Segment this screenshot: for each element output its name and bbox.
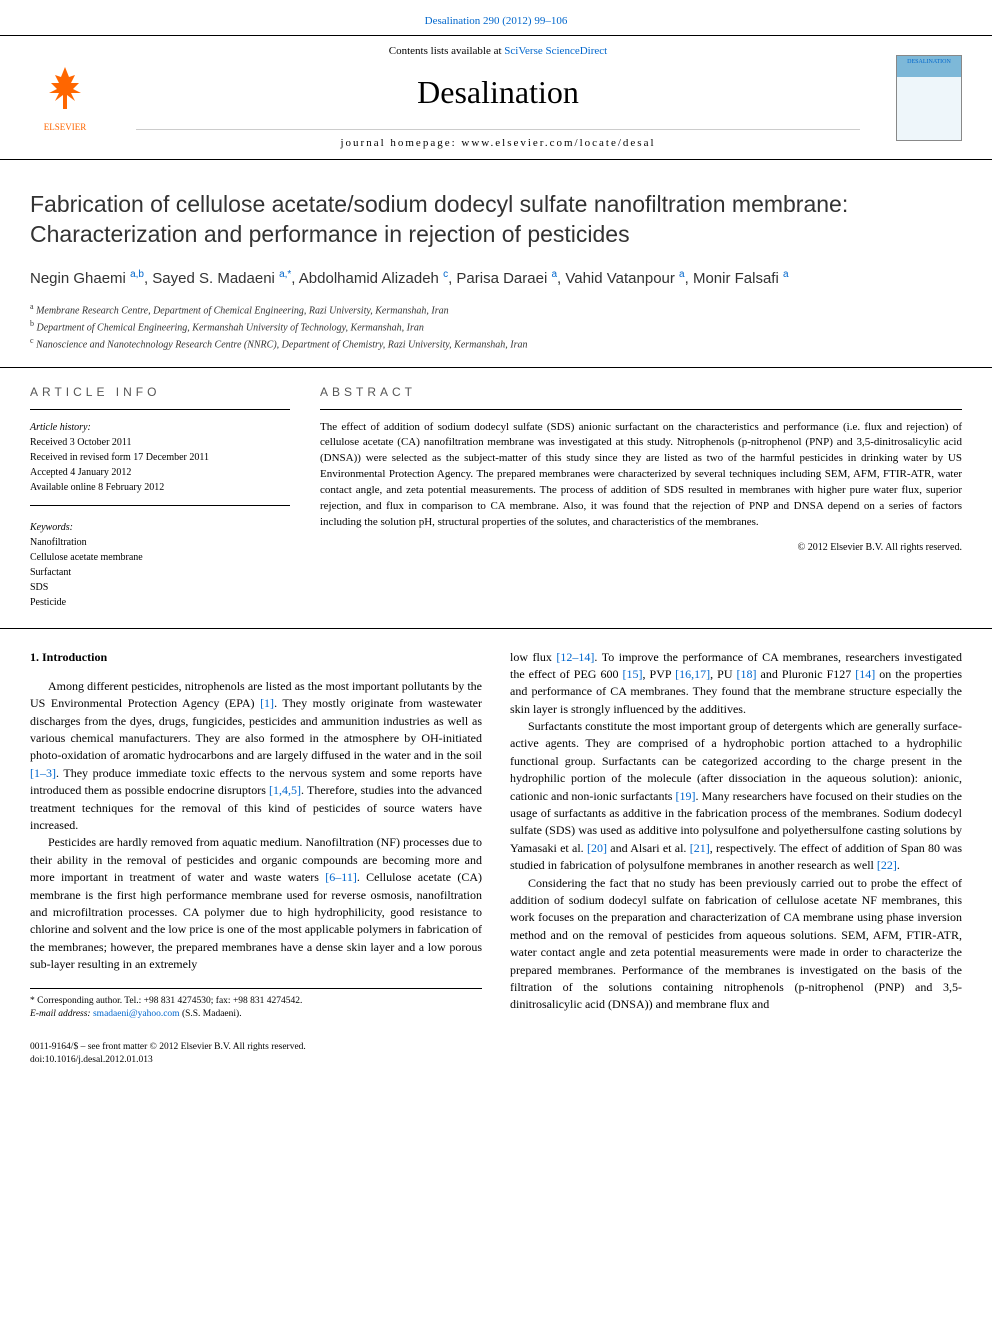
abstract-heading: ABSTRACT — [320, 384, 962, 410]
journal-cover: DESALINATION — [896, 55, 962, 141]
ref-link[interactable]: [1,4,5] — [269, 783, 301, 797]
section-heading: 1. Introduction — [30, 649, 482, 666]
ref-link[interactable]: [18] — [737, 667, 757, 681]
journal-name: Desalination — [116, 70, 880, 115]
ref-link[interactable]: [1–3] — [30, 766, 56, 780]
ref-link[interactable]: [6–11] — [325, 870, 357, 884]
authors: Negin Ghaemi a,b, Sayed S. Madaeni a,*, … — [30, 268, 962, 289]
footer-doi: doi:10.1016/j.desal.2012.01.013 — [30, 1054, 962, 1067]
ref-link[interactable]: [21] — [690, 841, 710, 855]
info-abstract-row: ARTICLE INFO Article history: Received 3… — [0, 368, 992, 629]
body-para: Considering the fact that no study has b… — [510, 875, 962, 1014]
header-citation: Desalination 290 (2012) 99–106 — [0, 0, 992, 35]
body-para: Among different pesticides, nitrophenols… — [30, 678, 482, 835]
keyword: Surfactant — [30, 565, 290, 580]
affiliation-b: b Department of Chemical Engineering, Ke… — [30, 318, 962, 335]
history-line: Received in revised form 17 December 201… — [30, 450, 290, 465]
keyword: SDS — [30, 580, 290, 595]
left-column: 1. Introduction Among different pesticid… — [30, 649, 482, 1022]
email-label: E-mail address: — [30, 1009, 91, 1019]
ref-link[interactable]: [14] — [855, 667, 875, 681]
keyword: Nanofiltration — [30, 535, 290, 550]
ref-link[interactable]: [1] — [260, 696, 274, 710]
ref-link[interactable]: [15] — [623, 667, 643, 681]
homepage-url: www.elsevier.com/locate/desal — [461, 137, 655, 149]
publisher-name: ELSEVIER — [44, 121, 87, 134]
elsevier-logo: ELSEVIER — [30, 58, 100, 138]
homepage-prefix: journal homepage: — [340, 137, 461, 149]
keyword: Cellulose acetate membrane — [30, 550, 290, 565]
footnote-block: * Corresponding author. Tel.: +98 831 42… — [30, 988, 482, 1022]
body-para: Pesticides are hardly removed from aquat… — [30, 834, 482, 973]
body-columns: 1. Introduction Among different pesticid… — [0, 629, 992, 1038]
ref-link[interactable]: [19] — [676, 789, 696, 803]
article-header: Fabrication of cellulose acetate/sodium … — [0, 160, 992, 368]
cover-title: DESALINATION — [907, 58, 951, 66]
affiliations: a Membrane Research Centre, Department o… — [30, 301, 962, 353]
elsevier-tree-icon — [41, 61, 89, 121]
sciencedirect-link[interactable]: SciVerse ScienceDirect — [504, 45, 607, 57]
abstract-text: The effect of addition of sodium dodecyl… — [320, 420, 962, 532]
info-heading: ARTICLE INFO — [30, 384, 290, 410]
footer-line1: 0011-9164/$ – see front matter © 2012 El… — [30, 1041, 962, 1054]
page-footer: 0011-9164/$ – see front matter © 2012 El… — [0, 1037, 992, 1088]
article-title: Fabrication of cellulose acetate/sodium … — [30, 190, 962, 250]
corresponding-email: E-mail address: smadaeni@yahoo.com (S.S.… — [30, 1008, 482, 1021]
email-name: (S.S. Madaeni). — [182, 1009, 242, 1019]
abstract-copyright: © 2012 Elsevier B.V. All rights reserved… — [320, 541, 962, 555]
body-para: low flux [12–14]. To improve the perform… — [510, 649, 962, 719]
keywords-block: Keywords: Nanofiltration Cellulose aceta… — [30, 520, 290, 610]
right-column: low flux [12–14]. To improve the perform… — [510, 649, 962, 1022]
history-line: Accepted 4 January 2012 — [30, 465, 290, 480]
history-block: Article history: Received 3 October 2011… — [30, 420, 290, 506]
header-bar: ELSEVIER Contents lists available at Sci… — [0, 35, 992, 160]
ref-link[interactable]: [16,17] — [675, 667, 710, 681]
abstract: ABSTRACT The effect of addition of sodiu… — [320, 368, 962, 628]
body-para: Surfactants constitute the most importan… — [510, 718, 962, 875]
contents-line: Contents lists available at SciVerse Sci… — [116, 44, 880, 59]
contents-prefix: Contents lists available at — [389, 45, 504, 57]
ref-link[interactable]: [22] — [877, 858, 897, 872]
ref-link[interactable]: [12–14] — [556, 650, 594, 664]
homepage-line: journal homepage: www.elsevier.com/locat… — [136, 129, 860, 151]
affiliation-a: a Membrane Research Centre, Department o… — [30, 301, 962, 318]
corresponding-author: * Corresponding author. Tel.: +98 831 42… — [30, 995, 482, 1008]
keyword: Pesticide — [30, 595, 290, 610]
history-line: Received 3 October 2011 — [30, 435, 290, 450]
history-label: Article history: — [30, 420, 290, 435]
header-center: Contents lists available at SciVerse Sci… — [116, 44, 880, 151]
keywords-label: Keywords: — [30, 520, 290, 535]
article-info: ARTICLE INFO Article history: Received 3… — [30, 368, 290, 628]
history-line: Available online 8 February 2012 — [30, 480, 290, 495]
affiliation-c: c Nanoscience and Nanotechnology Researc… — [30, 335, 962, 352]
email-link[interactable]: smadaeni@yahoo.com — [93, 1009, 180, 1019]
ref-link[interactable]: [20] — [587, 841, 607, 855]
